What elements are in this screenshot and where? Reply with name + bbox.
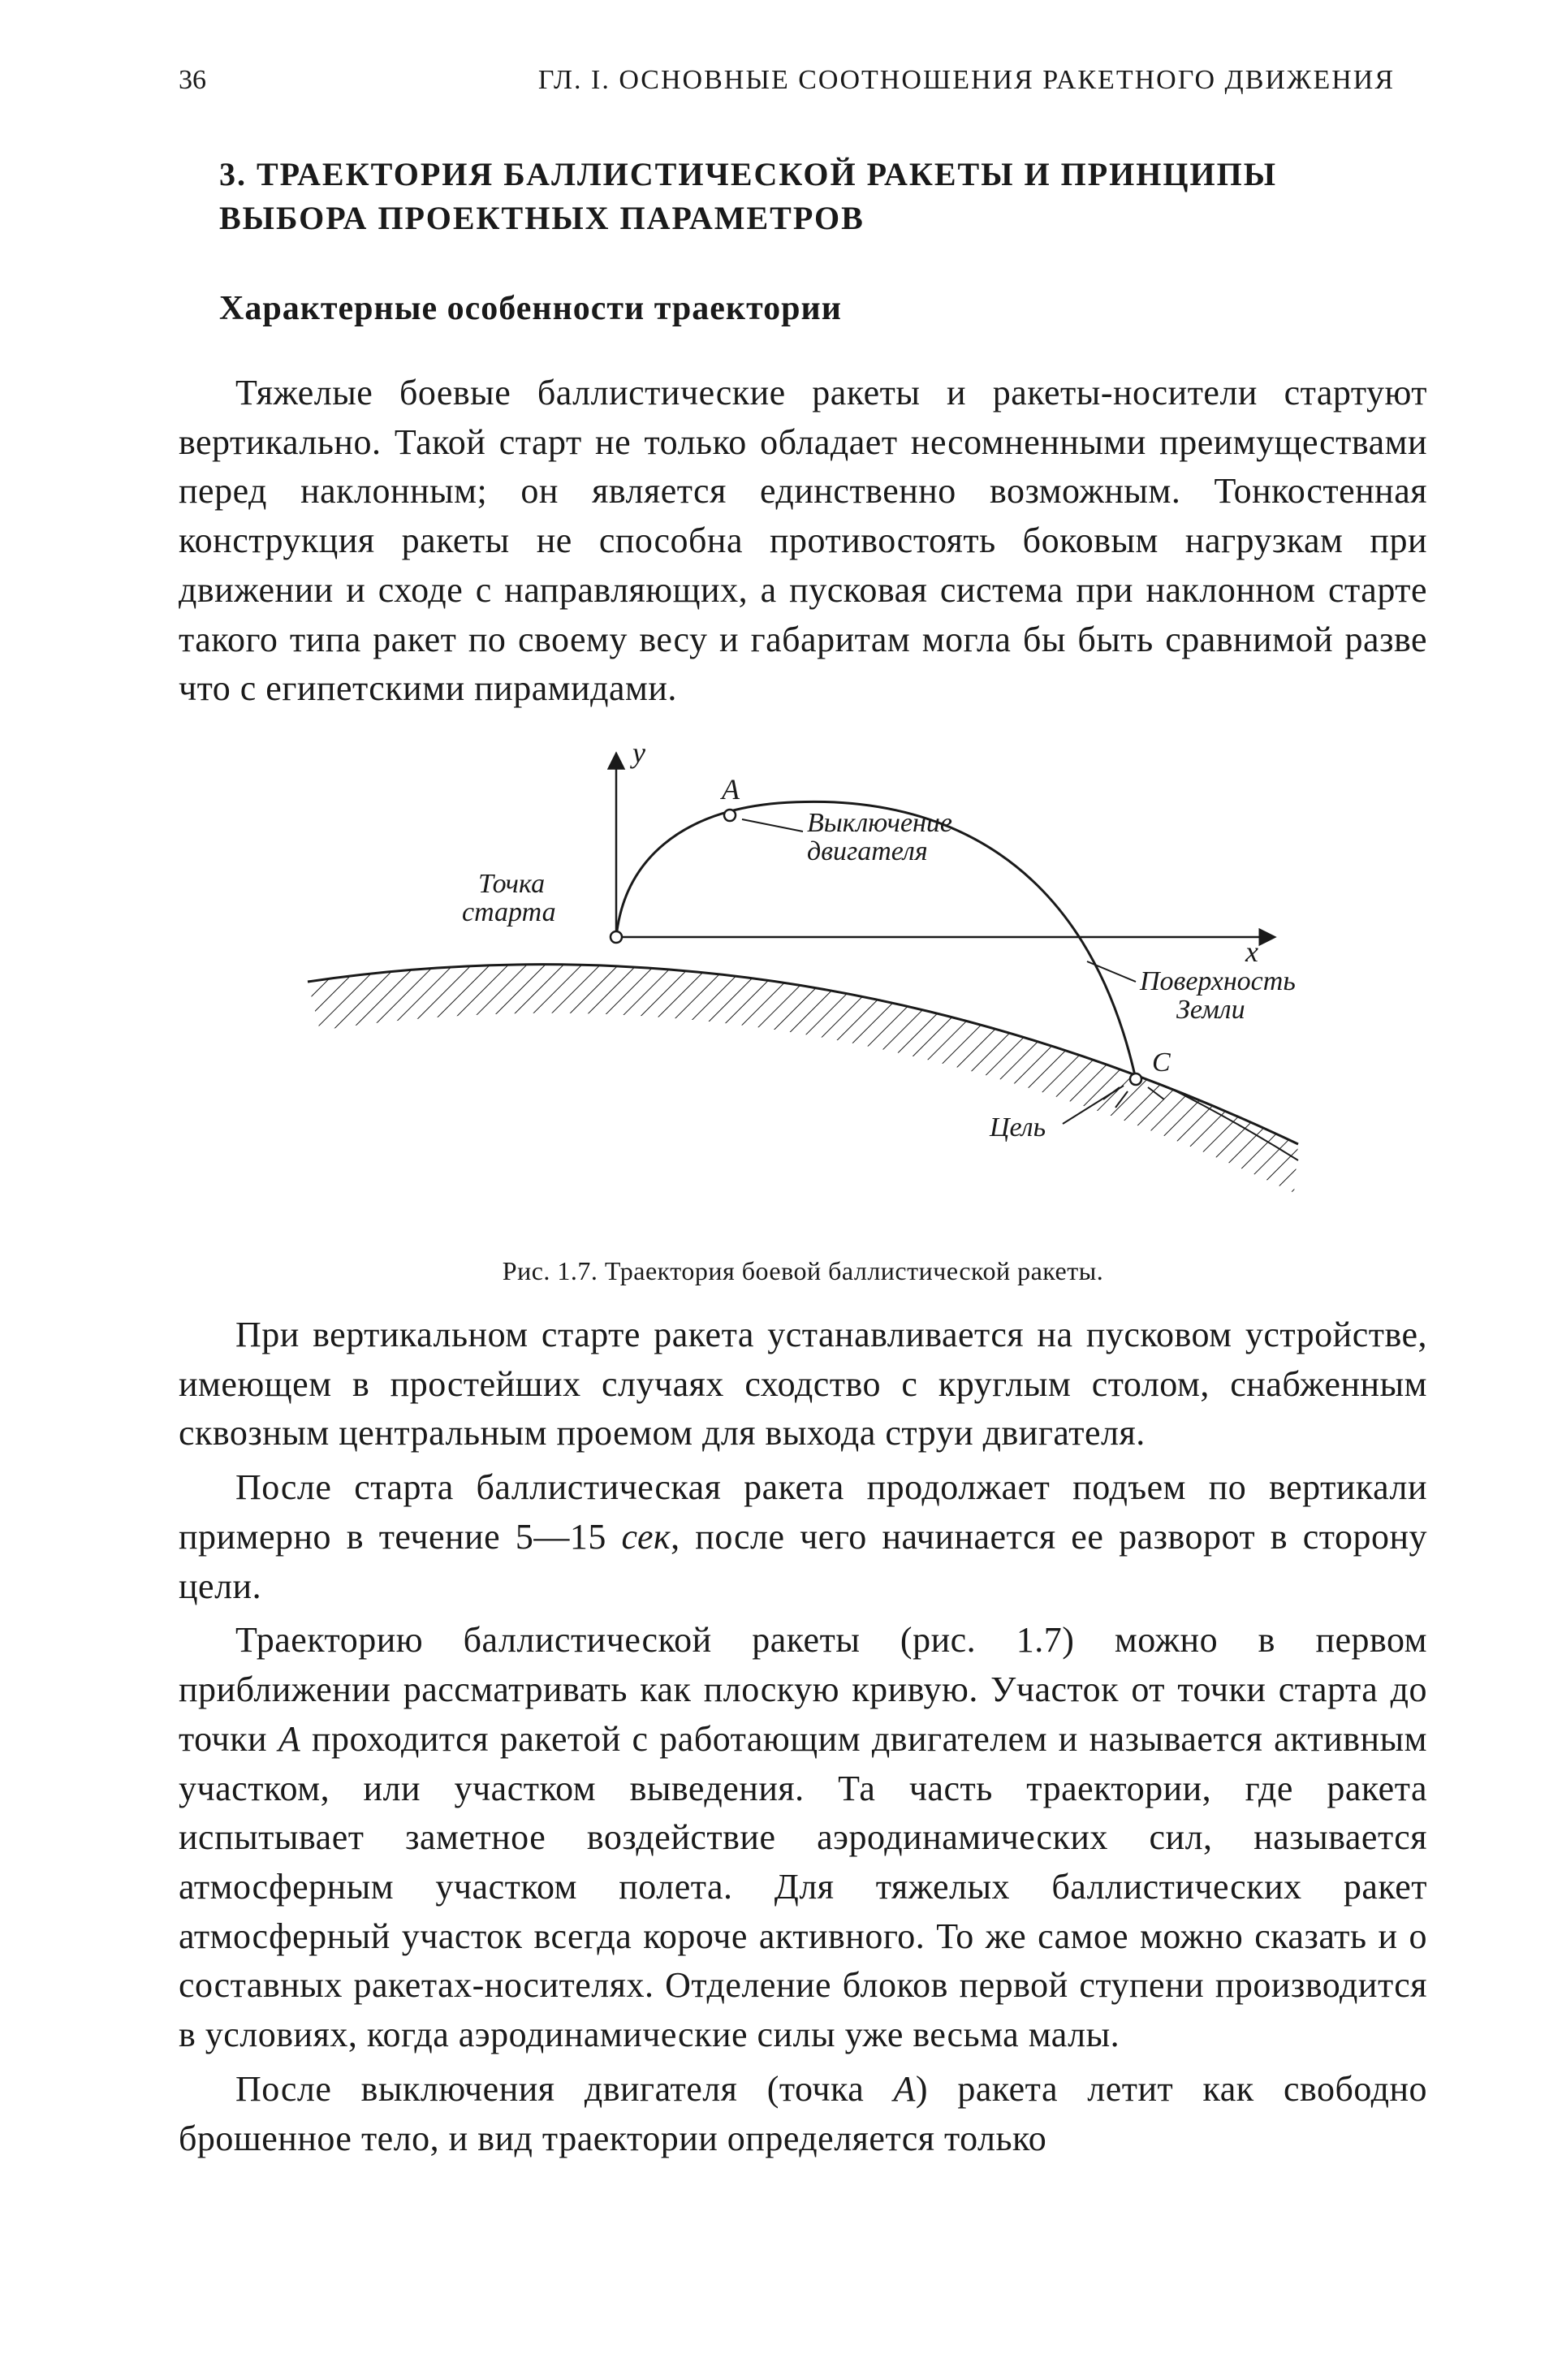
trajectory-diagram: y x A C Точка старта Выключение двигател… [275,738,1331,1242]
paragraph-2: При вертикальном старте ракета устанавли… [179,1311,1427,1458]
subsection-title: Характерные особенности траектории [219,289,1427,328]
paragraph-4-ital: A [278,1719,300,1759]
label-point-a: A [720,773,740,806]
label-earth-2: Земли [1176,995,1245,1025]
figure-caption: Рис. 1.7. Траектория боевой баллистическ… [503,1256,1103,1286]
section-title: 3. ТРАЕКТОРИЯ БАЛЛИСТИЧЕСКОЙ РАКЕТЫ И ПР… [219,153,1427,240]
running-head-text: ГЛ. I. ОСНОВНЫЕ СООТНОШЕНИЯ РАКЕТНОГО ДВ… [538,65,1395,96]
label-engine-2: двигателя [807,836,928,866]
paragraph-1: Тяжелые боевые баллистические ракеты и р… [179,369,1427,714]
paragraph-3: После старта баллистическая ракета продо… [179,1463,1427,1611]
label-x-axis: x [1245,935,1258,968]
paragraph-5-a: После выключения двигателя (точка [235,2069,894,2109]
label-engine-1: Выключение [807,808,952,838]
page-number: 36 [179,65,206,96]
paragraph-3-ital: сек [622,1517,671,1557]
label-point-c: C [1152,1047,1171,1078]
page: 36 ГЛ. I. ОСНОВНЫЕ СООТНОШЕНИЯ РАКЕТНОГО… [0,0,1549,2380]
paragraph-5: После выключения двигателя (точка A) рак… [179,2065,1427,2163]
figure-1-7: y x A C Точка старта Выключение двигател… [179,738,1427,1286]
label-start-2: старта [462,897,556,927]
label-start-1: Точка [478,869,545,899]
paragraph-4: Траекторию баллистической ракеты (рис. 1… [179,1616,1427,2059]
running-head: 36 ГЛ. I. ОСНОВНЫЕ СООТНОШЕНИЯ РАКЕТНОГО… [179,65,1427,96]
paragraph-4-b: проходится ракетой с работающим двигател… [179,1719,1427,2054]
label-target: Цель [989,1112,1046,1142]
paragraph-5-ital: A [894,2069,916,2109]
label-y-axis: y [630,738,645,769]
label-earth-1: Поверхность [1139,966,1296,996]
